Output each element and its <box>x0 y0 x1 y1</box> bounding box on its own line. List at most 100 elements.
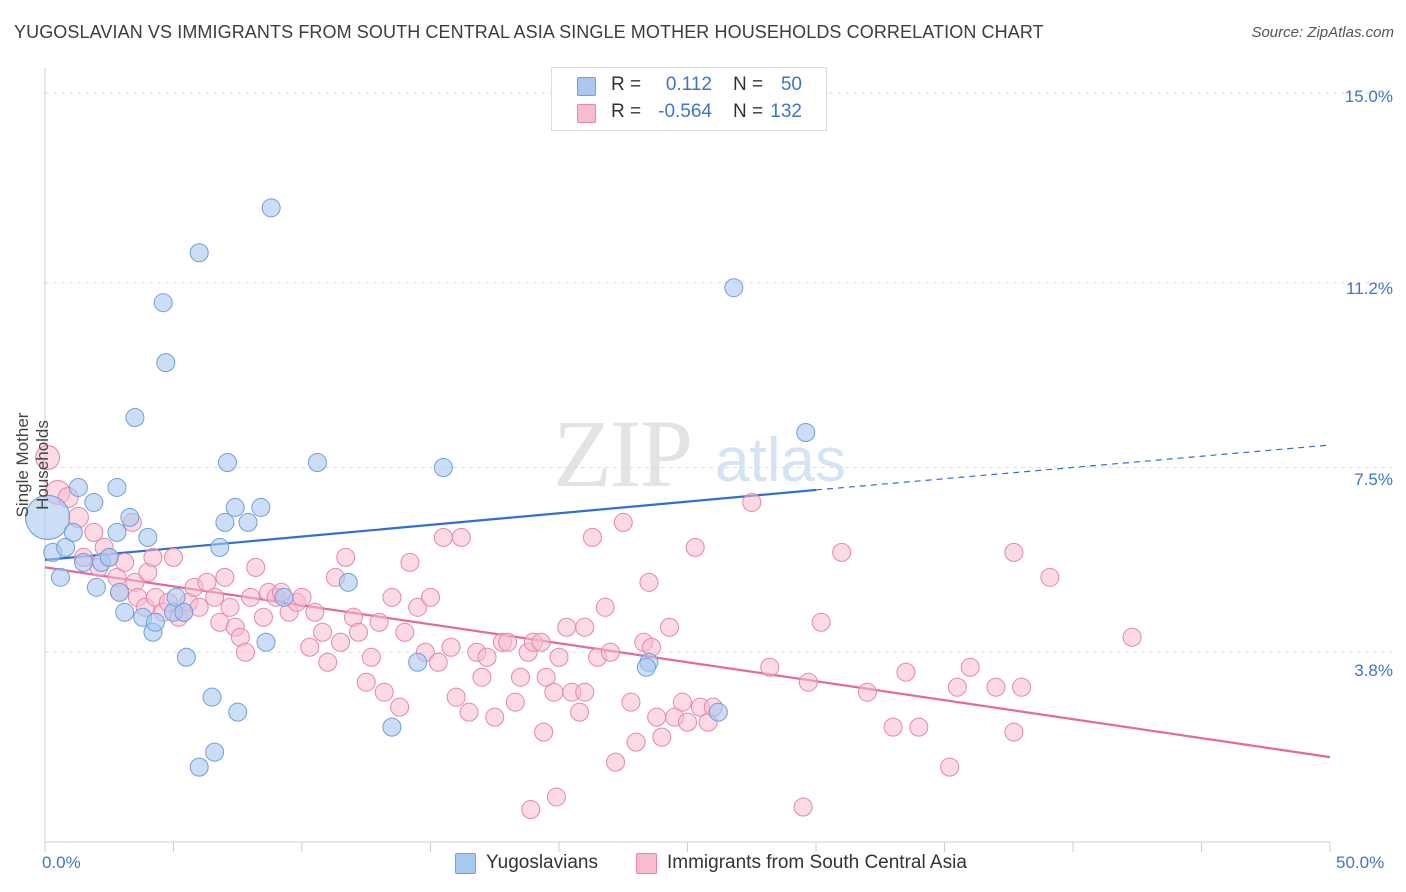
point-yugoslavians <box>251 497 271 517</box>
point-immigrants <box>947 677 967 697</box>
point-yugoslavians <box>99 547 119 567</box>
point-immigrants <box>331 632 351 652</box>
chart-title: YUGOSLAVIAN VS IMMIGRANTS FROM SOUTH CEN… <box>14 22 1044 42</box>
r-value: -0.564 <box>658 101 712 122</box>
point-immigrants <box>318 652 338 672</box>
point-immigrants <box>1004 722 1024 742</box>
point-yugoslavians <box>382 717 402 737</box>
point-immigrants <box>446 687 466 707</box>
point-immigrants <box>652 727 672 747</box>
point-yugoslavians <box>202 687 222 707</box>
point-immigrants <box>582 527 602 547</box>
stats-row-yugoslavians: R = 0.112 N = 50 <box>552 74 826 100</box>
stats-box: R = 0.112 N = 50 R = -0.564 N = 132 <box>551 67 827 131</box>
n-label: N = <box>733 74 764 95</box>
point-yugoslavians <box>110 582 130 602</box>
point-immigrants <box>832 542 852 562</box>
point-immigrants <box>197 572 217 592</box>
point-yugoslavians <box>274 587 294 607</box>
point-yugoslavians <box>86 577 106 597</box>
point-immigrants <box>1040 567 1060 587</box>
point-immigrants <box>220 597 240 617</box>
point-yugoslavians <box>228 702 248 722</box>
point-immigrants <box>451 527 471 547</box>
stats-swatch-blue <box>577 77 596 96</box>
point-immigrants <box>485 707 505 727</box>
trend-yugoslavians-extension <box>815 444 1331 491</box>
point-yugoslavians <box>205 742 225 762</box>
point-immigrants <box>575 617 595 637</box>
point-immigrants <box>205 587 225 607</box>
point-immigrants <box>896 662 916 682</box>
point-immigrants <box>510 667 530 687</box>
point-yugoslavians <box>68 477 88 497</box>
point-immigrants <box>369 612 389 632</box>
point-immigrants <box>477 647 497 667</box>
point-immigrants <box>798 672 818 692</box>
point-immigrants <box>349 622 369 642</box>
point-immigrants <box>305 602 325 622</box>
point-immigrants <box>428 652 448 672</box>
point-immigrants <box>390 697 410 717</box>
point-immigrants <box>600 642 620 662</box>
point-yugoslavians <box>338 572 358 592</box>
point-immigrants <box>164 547 183 567</box>
r-label: R = <box>611 101 642 122</box>
point-immigrants <box>241 587 261 607</box>
series-yugoslavians-points <box>25 198 816 777</box>
point-immigrants <box>459 702 479 722</box>
r-value: 0.112 <box>665 74 712 95</box>
point-immigrants <box>606 752 626 772</box>
point-immigrants <box>1004 542 1024 562</box>
point-immigrants <box>811 612 831 632</box>
point-immigrants <box>647 707 667 727</box>
point-immigrants <box>246 557 266 577</box>
n-label: N = <box>733 101 764 122</box>
point-immigrants <box>292 587 312 607</box>
series-immigrants-points <box>35 444 1142 820</box>
point-immigrants <box>521 800 541 820</box>
point-yugoslavians <box>153 293 173 313</box>
point-immigrants <box>84 522 104 542</box>
point-immigrants <box>909 717 929 737</box>
point-yugoslavians <box>74 552 94 572</box>
point-yugoslavians <box>256 632 276 652</box>
point-immigrants <box>546 787 566 807</box>
point-immigrants <box>672 692 692 712</box>
point-immigrants <box>857 682 877 702</box>
x-tick-min: 0.0% <box>42 853 81 872</box>
r-label: R = <box>611 74 642 95</box>
watermark-atlas: atlas <box>715 426 846 495</box>
point-yugoslavians <box>408 652 428 672</box>
point-immigrants <box>215 567 235 587</box>
point-immigrants <box>575 682 595 702</box>
point-immigrants <box>433 527 453 547</box>
point-yugoslavians <box>56 537 76 557</box>
point-immigrants <box>685 537 705 557</box>
legend-swatch-pink <box>636 853 657 874</box>
point-yugoslavians <box>210 537 230 557</box>
point-yugoslavians <box>63 522 83 542</box>
point-immigrants <box>300 637 320 657</box>
point-immigrants <box>531 632 551 652</box>
y-tick-3-8: 3.8% <box>1354 661 1393 680</box>
point-yugoslavians <box>166 587 186 607</box>
point-yugoslavians <box>225 497 245 517</box>
point-immigrants <box>1012 677 1032 697</box>
point-immigrants <box>549 647 569 667</box>
point-yugoslavians <box>636 657 656 677</box>
point-yugoslavians <box>708 702 728 722</box>
point-immigrants <box>613 512 633 532</box>
point-immigrants <box>883 717 903 737</box>
point-immigrants <box>626 732 646 752</box>
point-yugoslavians <box>796 423 816 443</box>
y-tick-15: 15.0% <box>1344 87 1393 106</box>
point-yugoslavians <box>217 452 237 472</box>
point-yugoslavians <box>138 527 158 547</box>
point-yugoslavians <box>156 353 176 373</box>
point-yugoslavians <box>84 492 104 512</box>
point-immigrants <box>557 617 577 637</box>
point-yugoslavians <box>215 512 235 532</box>
legend-label: Yugoslavians <box>486 852 598 873</box>
